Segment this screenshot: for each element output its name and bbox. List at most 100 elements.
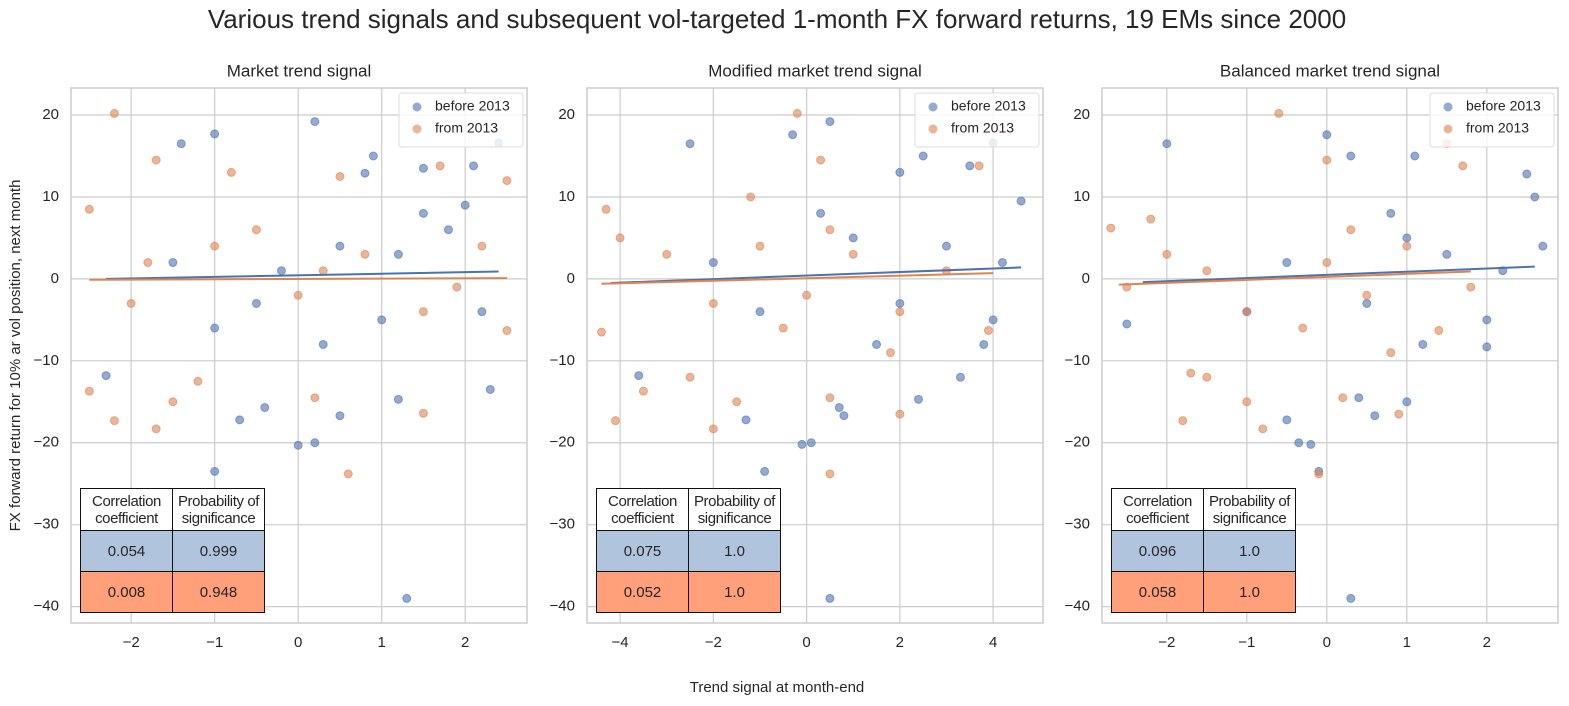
scatter-point [1162, 249, 1172, 259]
scatter-point [816, 208, 826, 218]
scatter-point [825, 469, 835, 479]
scatter-point [1274, 108, 1284, 118]
scatter-point [1178, 416, 1188, 426]
x-tick-label: 1 [378, 634, 386, 651]
scatter-point [1402, 233, 1412, 243]
scatter-point [418, 208, 428, 218]
table-cell: 0.052 [596, 571, 689, 613]
table-header: Correlation coefficient [1111, 488, 1204, 531]
scatter-point [1016, 196, 1026, 206]
scatter-point [788, 130, 798, 140]
scatter-point [895, 409, 905, 419]
y-tick-label: −40 [34, 598, 59, 615]
y-tick-label: −30 [550, 516, 575, 533]
scatter-point [318, 266, 328, 276]
scatter-point [1354, 393, 1364, 403]
scatter-point [895, 298, 905, 308]
table-cell: 0.096 [1111, 530, 1204, 572]
scatter-point [335, 411, 345, 421]
scatter-point [1466, 282, 1476, 292]
table-header: Correlation coefficient [596, 488, 689, 531]
scatter-point [393, 394, 403, 404]
y-tick-label: 0 [1082, 270, 1090, 287]
subplot-title: Modified market trend signal [708, 61, 922, 80]
scatter-point [393, 249, 403, 259]
table-cell: 0.054 [80, 530, 173, 572]
scatter-point [260, 403, 270, 413]
scatter-point [210, 466, 220, 476]
legend-box [1429, 92, 1555, 148]
scatter-point [997, 258, 1007, 268]
scatter-point [1258, 424, 1268, 434]
scatter-point [435, 161, 445, 171]
scatter-point [84, 386, 94, 396]
scatter-point [109, 416, 119, 426]
scatter-point [886, 348, 896, 358]
scatter-point [335, 171, 345, 181]
scatter-point [708, 424, 718, 434]
plot-frame [70, 87, 528, 624]
scatter-point [176, 139, 186, 149]
scatter-point [310, 438, 320, 448]
y-tick-label: −20 [550, 434, 575, 451]
legend-box [398, 92, 524, 148]
y-tick-label: −30 [1065, 516, 1090, 533]
scatter-point [895, 167, 905, 177]
scatter-point [452, 282, 462, 292]
scatter-point [974, 161, 984, 171]
x-tick-label: 0 [294, 634, 302, 651]
y-tick-label: −20 [1065, 434, 1090, 451]
scatter-point [1458, 161, 1468, 171]
scatter-point [1242, 307, 1252, 317]
scatter-point [151, 155, 161, 165]
scatter-point [848, 249, 858, 259]
regression-line [1118, 270, 1471, 286]
scatter-point [596, 327, 606, 337]
scatter-point [293, 440, 303, 450]
scatter-point [143, 258, 153, 268]
scatter-point [708, 258, 718, 268]
scatter-point [402, 593, 412, 603]
scatter-point [1418, 339, 1428, 349]
scatter-point [914, 394, 924, 404]
scatter-point [1346, 225, 1356, 235]
x-tick-label: 4 [989, 634, 997, 651]
scatter-point [485, 385, 495, 395]
scatter-point [1338, 393, 1348, 403]
scatter-point [979, 339, 989, 349]
scatter-point [685, 139, 695, 149]
scatter-point [825, 117, 835, 127]
table-cell: 0.999 [172, 530, 265, 572]
scatter-point [1522, 169, 1532, 179]
scatter-point [988, 315, 998, 325]
legend-marker [412, 102, 422, 112]
regression-line [89, 277, 507, 281]
legend-marker [928, 124, 938, 134]
scatter-point [368, 151, 378, 161]
scatter-point [101, 371, 111, 381]
table-header: Probability of significance [172, 488, 265, 531]
scatter-point [983, 326, 993, 336]
y-tick-label: 10 [558, 188, 575, 205]
scatter-point [615, 233, 625, 243]
y-tick-label: 20 [1073, 106, 1090, 123]
scatter-point [251, 225, 261, 235]
stats-table: Correlation coefficient Probability of si… [596, 488, 781, 613]
scatter-point [1482, 342, 1492, 352]
scatter-point [226, 167, 236, 177]
x-tick-label: 0 [1323, 634, 1331, 651]
scatter-point [343, 469, 353, 479]
x-tick-label: 2 [1483, 634, 1491, 651]
y-tick-label: 0 [567, 270, 575, 287]
x-tick-label: −1 [1238, 634, 1255, 651]
scatter-point [251, 298, 261, 308]
scatter-point [610, 416, 620, 426]
x-tick-label: 2 [896, 634, 904, 651]
scatter-point [895, 307, 905, 317]
legend-marker [928, 102, 938, 112]
scatter-point [634, 371, 644, 381]
legend-marker [1443, 124, 1453, 134]
scatter-point [638, 386, 648, 396]
